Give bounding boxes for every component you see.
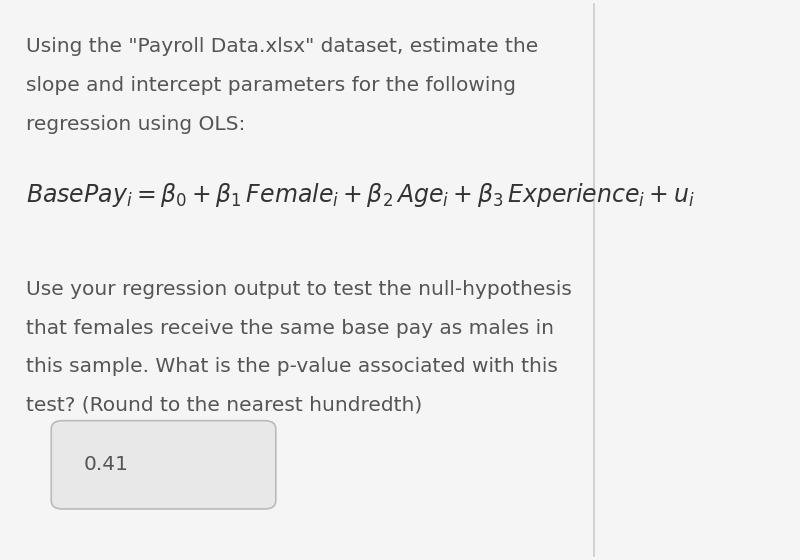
Text: test? (Round to the nearest hundredth): test? (Round to the nearest hundredth) bbox=[26, 396, 422, 415]
Text: Using the "Payroll Data.xlsx" dataset, estimate the: Using the "Payroll Data.xlsx" dataset, e… bbox=[26, 38, 538, 56]
Text: that females receive the same base pay as males in: that females receive the same base pay a… bbox=[26, 319, 554, 338]
Text: slope and intercept parameters for the following: slope and intercept parameters for the f… bbox=[26, 76, 516, 95]
Text: $\mathit{BasePay}_i = \mathit{\beta}_0 + \mathit{\beta}_1\,\mathit{Female}_i + \: $\mathit{BasePay}_i = \mathit{\beta}_0 +… bbox=[26, 181, 694, 209]
Text: this sample. What is the p-value associated with this: this sample. What is the p-value associa… bbox=[26, 357, 558, 376]
Text: Use your regression output to test the null-hypothesis: Use your regression output to test the n… bbox=[26, 280, 572, 299]
FancyBboxPatch shape bbox=[51, 421, 276, 509]
Text: 0.41: 0.41 bbox=[84, 455, 129, 474]
Text: regression using OLS:: regression using OLS: bbox=[26, 114, 246, 133]
